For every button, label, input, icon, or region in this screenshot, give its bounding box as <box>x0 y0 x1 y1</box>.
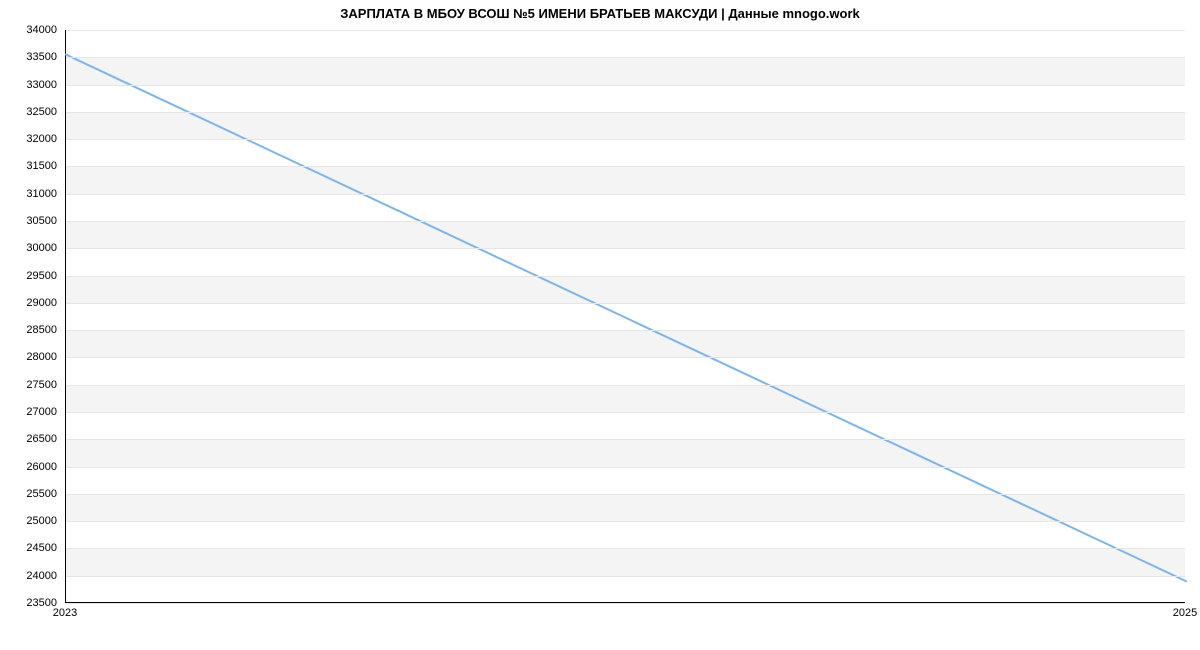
y-tick-label: 31000 <box>0 188 57 200</box>
y-gridline <box>66 85 1185 86</box>
y-tick-label: 28500 <box>0 324 57 336</box>
y-gridline <box>66 412 1185 413</box>
y-tick-label: 29500 <box>0 270 57 282</box>
y-tick-label: 29000 <box>0 297 57 309</box>
y-gridline <box>66 139 1185 140</box>
y-tick-label: 27500 <box>0 379 57 391</box>
plot-area <box>65 30 1185 603</box>
y-gridline <box>66 439 1185 440</box>
y-gridline <box>66 248 1185 249</box>
data-line <box>66 55 1186 582</box>
y-gridline <box>66 30 1185 31</box>
y-tick-label: 30500 <box>0 215 57 227</box>
chart-title: ЗАРПЛАТА В МБОУ ВСОШ №5 ИМЕНИ БРАТЬЕВ МА… <box>0 6 1200 21</box>
y-gridline <box>66 276 1185 277</box>
y-gridline <box>66 303 1185 304</box>
data-line-layer <box>66 30 1186 603</box>
y-gridline <box>66 548 1185 549</box>
y-gridline <box>66 603 1185 604</box>
x-tick-label: 2025 <box>1155 607 1200 619</box>
y-tick-label: 33500 <box>0 51 57 63</box>
y-gridline <box>66 57 1185 58</box>
y-gridline <box>66 521 1185 522</box>
y-tick-label: 26000 <box>0 461 57 473</box>
y-tick-label: 33000 <box>0 79 57 91</box>
y-gridline <box>66 385 1185 386</box>
y-tick-label: 25500 <box>0 488 57 500</box>
salary-line-chart: ЗАРПЛАТА В МБОУ ВСОШ №5 ИМЕНИ БРАТЬЕВ МА… <box>0 0 1200 650</box>
y-gridline <box>66 494 1185 495</box>
y-gridline <box>66 576 1185 577</box>
y-tick-label: 28000 <box>0 351 57 363</box>
y-gridline <box>66 166 1185 167</box>
y-tick-label: 30000 <box>0 242 57 254</box>
y-tick-label: 25000 <box>0 515 57 527</box>
y-tick-label: 26500 <box>0 433 57 445</box>
y-gridline <box>66 194 1185 195</box>
y-tick-label: 34000 <box>0 24 57 36</box>
y-gridline <box>66 221 1185 222</box>
x-tick-label: 2023 <box>35 607 95 619</box>
y-gridline <box>66 330 1185 331</box>
y-gridline <box>66 112 1185 113</box>
y-gridline <box>66 467 1185 468</box>
y-tick-label: 32000 <box>0 133 57 145</box>
y-gridline <box>66 357 1185 358</box>
y-tick-label: 24000 <box>0 570 57 582</box>
y-tick-label: 32500 <box>0 106 57 118</box>
y-tick-label: 24500 <box>0 542 57 554</box>
y-tick-label: 27000 <box>0 406 57 418</box>
y-tick-label: 31500 <box>0 160 57 172</box>
